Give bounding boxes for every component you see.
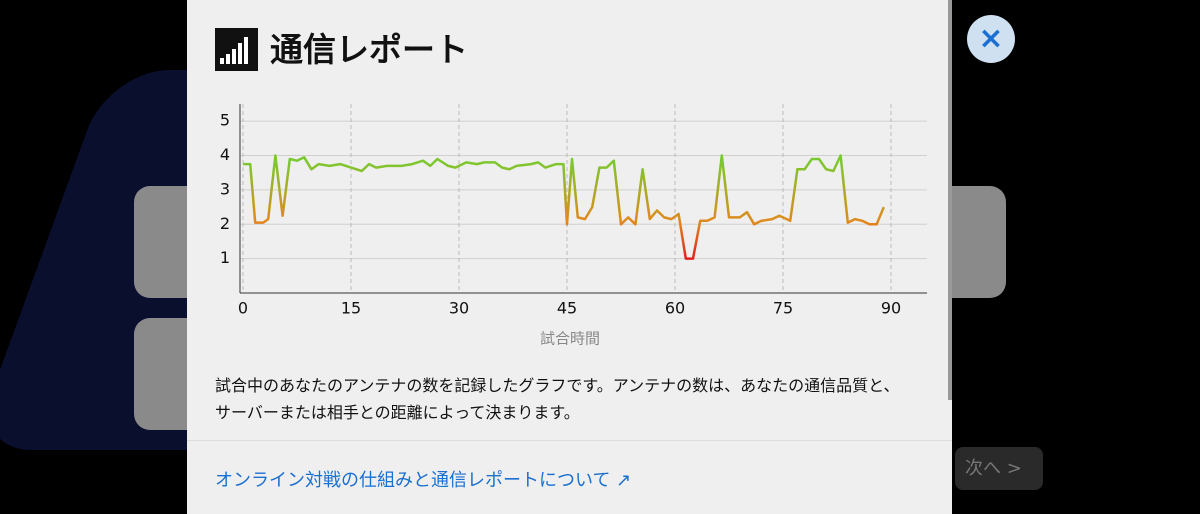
separator (187, 440, 952, 441)
x-tick-label: 15 (341, 299, 361, 318)
link[interactable]: オンライン対戦の仕組みと通信レポートについて ↗ (215, 470, 632, 491)
y-tick-label: 5 (220, 111, 230, 130)
modal (187, 0, 952, 514)
y-tick-label: 4 (220, 145, 230, 164)
data-line (243, 154, 885, 260)
x-tick-label: 45 (557, 299, 577, 318)
x-tick-label: 60 (665, 299, 685, 318)
x-tick-label: 75 (773, 299, 793, 318)
y-tick-label: 2 (220, 214, 230, 233)
scrollbar (948, 0, 952, 400)
x-tick-label: 0 (238, 299, 248, 318)
y-tick-label: 1 (220, 248, 230, 267)
y-tick-label: 3 (220, 179, 230, 198)
next-button[interactable]: 次へ > (955, 447, 1043, 490)
x-tick-label: 90 (881, 299, 901, 318)
x-tick-label: 30 (449, 299, 469, 318)
next-label: 次へ (965, 458, 1001, 479)
close-button[interactable]: × (967, 15, 1015, 63)
x-axis-label: 試合時間 (540, 330, 600, 348)
title: 通信レポート (270, 30, 468, 69)
description: 試合中のあなたのアンテナの数を記録したグラフです。アンテナの数は、あなたの通信品… (215, 376, 900, 422)
